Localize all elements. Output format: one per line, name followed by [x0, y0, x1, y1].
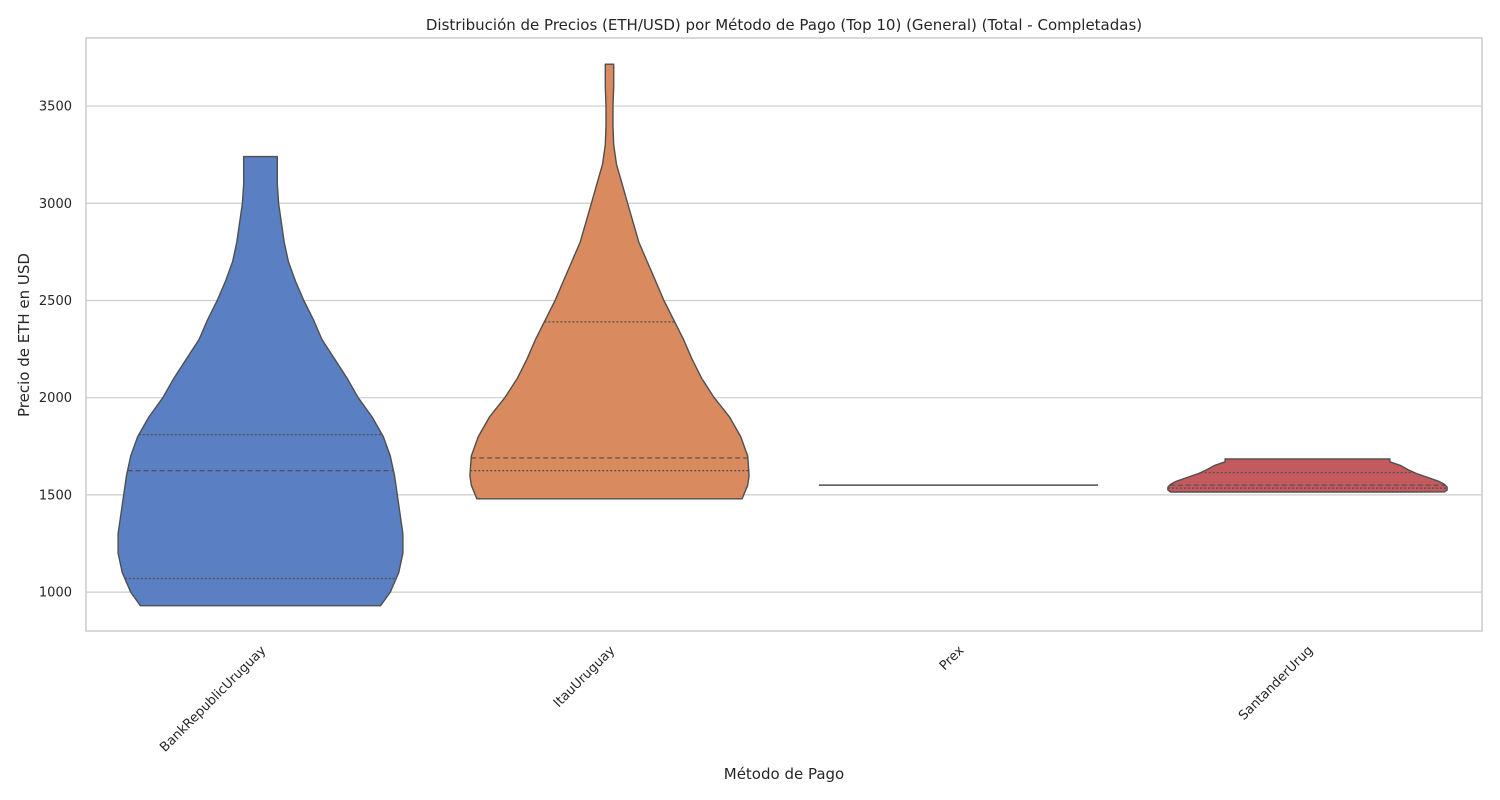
violin-body — [117, 155, 404, 607]
x-tick-labels: BankRepublicUruguay ItauUruguay Prex Santan… — [157, 643, 1316, 755]
y-tick-label: 1500 — [39, 488, 72, 503]
x-tick-label: SantanderUrug — [1236, 643, 1316, 723]
y-tick-label: 3500 — [39, 100, 72, 115]
x-axis-label: Método de Pago — [724, 765, 844, 783]
y-tick-label: 1000 — [39, 586, 72, 601]
y-tick-label: 2500 — [39, 294, 72, 309]
x-tick-label: BankRepublicUruguay — [157, 643, 269, 755]
plot-frame — [85, 37, 1483, 632]
y-tick-label: 2000 — [39, 391, 72, 406]
y-tick-label: 3000 — [39, 197, 72, 212]
x-tick-label: ItauUruguay — [551, 643, 619, 711]
violin-ItauUruguay — [469, 63, 750, 500]
violin-SantanderUrug — [1167, 458, 1448, 493]
violin-body — [1167, 458, 1448, 493]
x-tick-label: Prex — [937, 643, 968, 674]
y-tick-labels: 1000 1500 2000 2500 3000 3500 — [39, 100, 72, 601]
chart-title: Distribución de Precios (ETH/USD) por Mé… — [426, 16, 1142, 34]
violin-body — [469, 63, 750, 500]
violins — [117, 63, 1448, 607]
y-axis-label: Precio de ETH en USD — [15, 253, 33, 417]
violin-BankRepublicUruguay — [117, 155, 404, 607]
